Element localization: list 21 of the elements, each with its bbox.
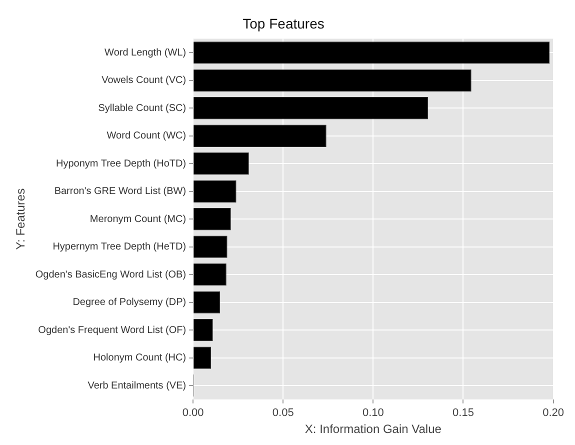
chart-title: Top Features	[242, 15, 324, 32]
x-tick-label: 0.15	[452, 407, 474, 420]
y-tick-label: Ogden's Frequent Word List (OF)	[38, 324, 186, 336]
y-tick-label: Hyponym Tree Depth (HoTD)	[56, 158, 186, 170]
y-tick-label: Verb Entailments (VE)	[88, 380, 186, 392]
y-tick-label: Meronym Count (MC)	[90, 214, 186, 225]
y-tick-label: Barron's GRE Word List (BW)	[54, 186, 186, 198]
y-axis-title: Y: Features	[14, 188, 28, 250]
y-tick-label: Degree of Polysemy (DP)	[72, 297, 186, 308]
x-tick-label: 0.05	[272, 407, 294, 420]
y-tick-label: Syllable Count (SC)	[98, 102, 186, 114]
x-tick-label: 0.00	[182, 407, 204, 420]
y-tick-label: Vowels Count (VC)	[102, 75, 186, 86]
x-tick-label: 0.10	[362, 407, 384, 420]
x-tick-label: 0.20	[542, 407, 564, 420]
y-tick-label: Word Length (WL)	[104, 47, 186, 58]
y-tick-label: Ogden's BasicEng Word List (OB)	[35, 269, 186, 280]
y-tick-label: Word Count (WC)	[106, 130, 186, 142]
y-tick-label: Holonym Count (HC)	[93, 352, 186, 364]
y-tick-label: Hypernym Tree Depth (HeTD)	[52, 242, 186, 253]
x-axis-title: X: Information Gain Value	[304, 422, 442, 436]
